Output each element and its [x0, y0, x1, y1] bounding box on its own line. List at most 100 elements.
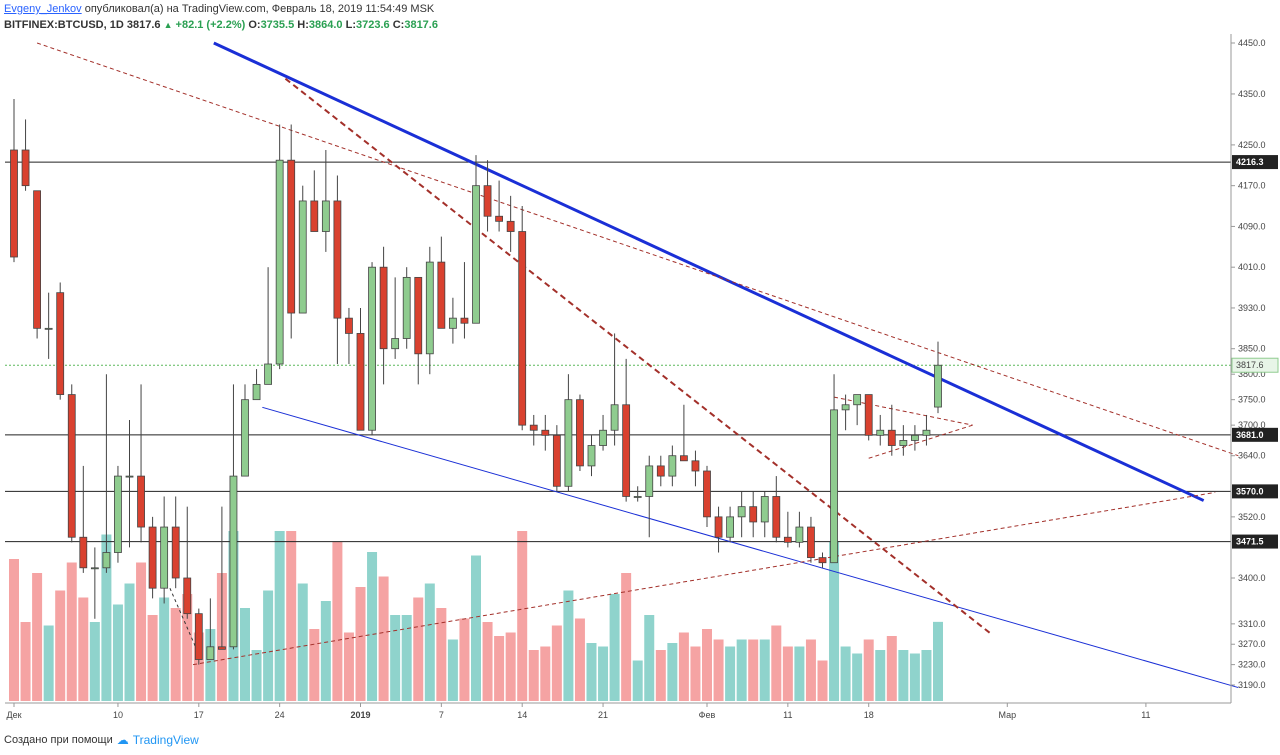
volume-bar: [193, 632, 204, 701]
volume-bar: [182, 594, 193, 701]
candle-body: [368, 266, 376, 431]
published-text: опубликовал(а) на TradingView.com, Февра…: [84, 3, 435, 15]
volume-bar: [713, 639, 724, 701]
candle-body: [148, 526, 157, 589]
symbol-label[interactable]: BITFINEX:BTCUSD, 1D: [4, 19, 124, 31]
level-price-label: 3570.0: [1236, 486, 1264, 496]
candle-body: [90, 567, 99, 570]
volume-bar: [805, 639, 816, 701]
candle-body: [899, 440, 908, 446]
candle-body: [529, 424, 538, 431]
volume-bar: [667, 643, 678, 701]
candle-body: [448, 317, 457, 329]
up-arrow-icon: ▲: [163, 20, 173, 30]
volume-bar: [170, 608, 181, 701]
time-axis-label: Дек: [6, 710, 21, 720]
time-axis[interactable]: Дек 10 17 24 2019 7 14 21 Фев 11 18 Мар 11: [6, 703, 1151, 720]
candle-body: [633, 496, 642, 498]
last-price: 3817.6: [126, 19, 161, 31]
high-value: 3864.0: [308, 19, 343, 31]
candle-body: [518, 231, 527, 426]
candle-body: [795, 526, 804, 543]
candle-body: [44, 327, 53, 330]
volume-bar: [494, 636, 505, 701]
close-value: 3817.6: [404, 19, 438, 31]
level-price-tag: [1232, 155, 1278, 170]
volume-bar: [886, 636, 897, 701]
volume-bar: [9, 559, 19, 701]
candle-body: [622, 404, 631, 497]
rising-dashed-trendline: [192, 491, 1216, 666]
candle-body: [79, 536, 88, 569]
publish-line: Evgeny_Jenkov опубликовал(а) на TradingV…: [4, 3, 434, 15]
time-axis-label: 10: [113, 710, 123, 720]
price-axis-label: 3270.0: [1238, 639, 1266, 649]
price-axis-label: 3190.0: [1238, 680, 1266, 690]
author-link[interactable]: Evgeny_Jenkov: [4, 3, 82, 15]
time-axis-label: 21: [598, 710, 608, 720]
tradingview-brand[interactable]: TradingView: [132, 733, 199, 747]
candle-body: [183, 577, 192, 615]
candle-body: [645, 465, 654, 497]
price-axis[interactable]: 4450.0 4350.0 4250.0 4170.0 4090.0 4010.0 3930…: [1231, 38, 1266, 690]
level-price-tag: [1232, 427, 1278, 442]
candle-body: [102, 552, 111, 569]
candle-body: [391, 338, 400, 350]
volume-bar: [725, 646, 736, 701]
volume-bar: [482, 622, 493, 701]
candle-body: [656, 465, 665, 477]
candle-body: [760, 496, 769, 523]
volume-bar: [574, 618, 585, 701]
volume-bar: [413, 597, 424, 701]
candle-body: [587, 445, 596, 467]
volume-bar: [933, 621, 943, 701]
tradingview-logo-icon: ☁: [116, 733, 129, 747]
open-value: 3735.5: [260, 19, 295, 31]
candle-body: [680, 455, 688, 462]
volume-bar: [205, 629, 216, 701]
candle-body: [772, 496, 781, 538]
volume-bar: [367, 552, 378, 701]
price-axis-label: 4010.0: [1238, 262, 1266, 272]
price-labels-layer: 4216.3 3681.0 3570.0 3471.5 3817.6: [1231, 155, 1279, 549]
candle-body: [67, 394, 76, 538]
candle-body: [137, 475, 145, 528]
volume-bar: [136, 562, 147, 701]
price-axis-label: 3310.0: [1238, 619, 1266, 629]
candle-body: [934, 364, 942, 408]
volume-bar: [609, 594, 620, 701]
volume-bar: [32, 573, 43, 701]
time-axis-label: Фев: [699, 710, 716, 720]
level-price-label: 3681.0: [1236, 430, 1264, 440]
candle-body: [333, 200, 342, 319]
volume-bar: [840, 646, 851, 701]
candle-body: [21, 149, 30, 187]
volume-bar: [240, 608, 250, 701]
candle-body: [818, 557, 827, 564]
candle-body: [437, 261, 446, 329]
candle-body: [310, 200, 319, 232]
volume-bar: [551, 625, 562, 701]
candle-body: [737, 506, 746, 518]
time-axis-label: 2019: [350, 710, 370, 720]
volume-bar: [89, 622, 100, 701]
volume-bar: [424, 583, 435, 701]
candle-body: [841, 404, 850, 411]
candle-body: [853, 394, 862, 406]
volume-bar: [471, 555, 481, 701]
candle-body: [911, 434, 919, 441]
volume-bar: [66, 562, 77, 701]
candle-body: [807, 526, 815, 559]
candle-body: [714, 516, 723, 538]
price-axis-label: 3850.0: [1238, 344, 1266, 354]
volume-bar: [875, 650, 886, 701]
candle-body: [783, 536, 792, 543]
volume-bar: [771, 625, 782, 701]
volume-bar: [736, 639, 747, 701]
candle-body: [472, 185, 480, 324]
candle-body: [483, 185, 492, 217]
time-axis-label: 18: [864, 710, 874, 720]
candle-body: [10, 149, 18, 258]
candle-body: [726, 516, 734, 538]
